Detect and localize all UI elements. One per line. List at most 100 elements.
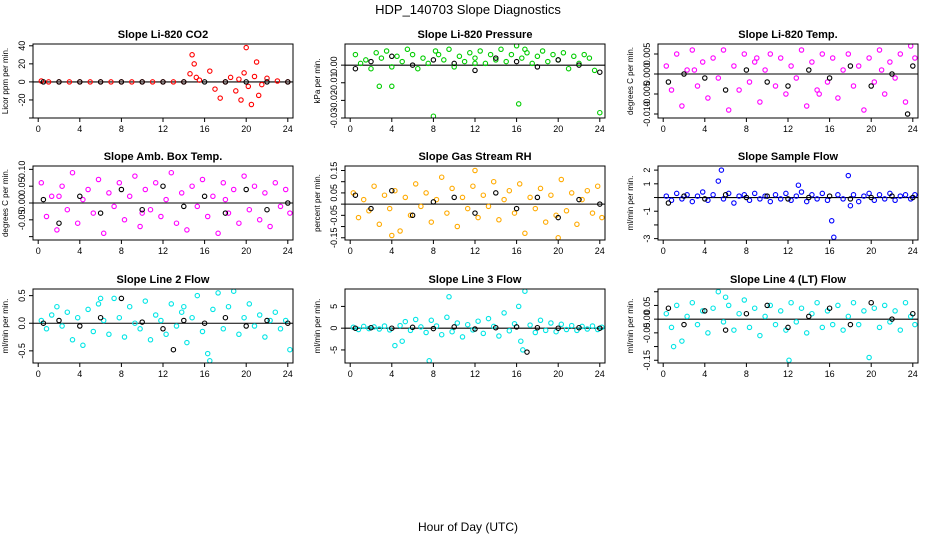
data-point	[840, 196, 846, 202]
data-point	[681, 71, 687, 77]
data-point	[571, 53, 577, 60]
data-point	[54, 227, 60, 233]
data-point	[132, 320, 138, 326]
data-point	[731, 200, 737, 206]
data-point	[584, 326, 591, 332]
data-point	[415, 65, 421, 72]
data-point	[889, 316, 895, 322]
data-point	[902, 299, 909, 306]
data-point	[589, 210, 596, 216]
data-point	[581, 51, 587, 58]
data-point	[111, 295, 117, 302]
x-tick-label: 8	[431, 246, 436, 256]
data-point	[684, 67, 690, 73]
data-point	[513, 324, 520, 330]
data-point	[233, 88, 239, 94]
data-point	[861, 193, 867, 199]
data-point	[762, 193, 768, 199]
data-point	[210, 193, 216, 200]
data-point	[786, 357, 792, 363]
data-point	[814, 87, 820, 93]
data-point	[236, 331, 242, 338]
data-point	[819, 51, 826, 57]
data-point	[259, 81, 265, 88]
data-point	[520, 347, 526, 353]
data-point	[264, 79, 270, 85]
data-point	[710, 192, 716, 198]
data-points	[352, 44, 603, 118]
data-point	[847, 202, 854, 209]
data-point	[847, 321, 854, 328]
data-point	[163, 331, 169, 338]
data-point	[589, 323, 596, 329]
data-point	[204, 213, 211, 220]
x-tick-label: 24	[908, 369, 918, 379]
data-point	[241, 70, 247, 76]
data-point	[187, 71, 193, 77]
data-point	[665, 200, 672, 206]
data-point	[137, 326, 143, 332]
data-point	[423, 190, 429, 196]
data-point	[819, 324, 826, 331]
data-point	[378, 55, 385, 61]
data-point	[142, 298, 149, 304]
data-point	[201, 193, 208, 200]
data-point	[850, 299, 857, 306]
data-point	[74, 220, 81, 226]
figure-title: HDP_140703 Slope Diagnostics	[375, 2, 561, 17]
data-point	[736, 193, 742, 199]
y-tick-label: 0.10	[17, 161, 27, 179]
y-tick-label: 0.005	[642, 43, 652, 66]
data-point	[548, 320, 554, 326]
data-point	[824, 79, 831, 85]
data-point	[181, 79, 187, 85]
data-point	[85, 186, 91, 193]
data-point	[220, 180, 227, 186]
data-point	[591, 67, 598, 74]
data-point	[788, 197, 794, 204]
data-point	[389, 83, 395, 90]
data-point	[430, 113, 437, 118]
x-tick-label: 16	[825, 124, 835, 134]
data-point	[912, 55, 918, 61]
data-point	[285, 79, 291, 85]
data-point	[399, 58, 405, 65]
data-point	[785, 83, 791, 89]
data-point	[137, 223, 143, 230]
y-tick-label: 5	[329, 304, 339, 309]
data-point	[118, 295, 125, 302]
data-point	[527, 194, 533, 201]
data-point	[139, 210, 145, 216]
data-point	[139, 79, 145, 85]
data-point	[668, 324, 675, 331]
data-point	[741, 297, 748, 303]
data-point	[194, 292, 201, 299]
x-tick-label: 24	[595, 246, 605, 256]
data-point	[534, 53, 541, 60]
data-point	[702, 196, 708, 202]
data-point	[532, 205, 539, 212]
data-point	[887, 59, 893, 65]
data-point	[126, 303, 133, 310]
data-point	[897, 193, 904, 199]
data-point	[777, 308, 784, 314]
data-point	[40, 79, 47, 85]
data-point	[513, 58, 520, 65]
data-point	[845, 172, 852, 179]
data-point	[876, 47, 883, 53]
data-point	[861, 107, 867, 113]
x-tick-label: 12	[470, 369, 480, 379]
x-tick-label: 4	[389, 124, 394, 134]
data-point	[762, 313, 768, 320]
data-point	[754, 55, 760, 61]
data-points	[38, 44, 291, 108]
data-point	[506, 328, 513, 334]
data-point	[204, 350, 211, 357]
data-point	[550, 51, 556, 58]
data-point	[501, 310, 507, 316]
data-point	[80, 342, 86, 349]
data-point	[199, 328, 206, 335]
y-tick-label: 0.05	[329, 184, 339, 202]
data-point	[43, 213, 50, 220]
data-point	[579, 196, 585, 203]
